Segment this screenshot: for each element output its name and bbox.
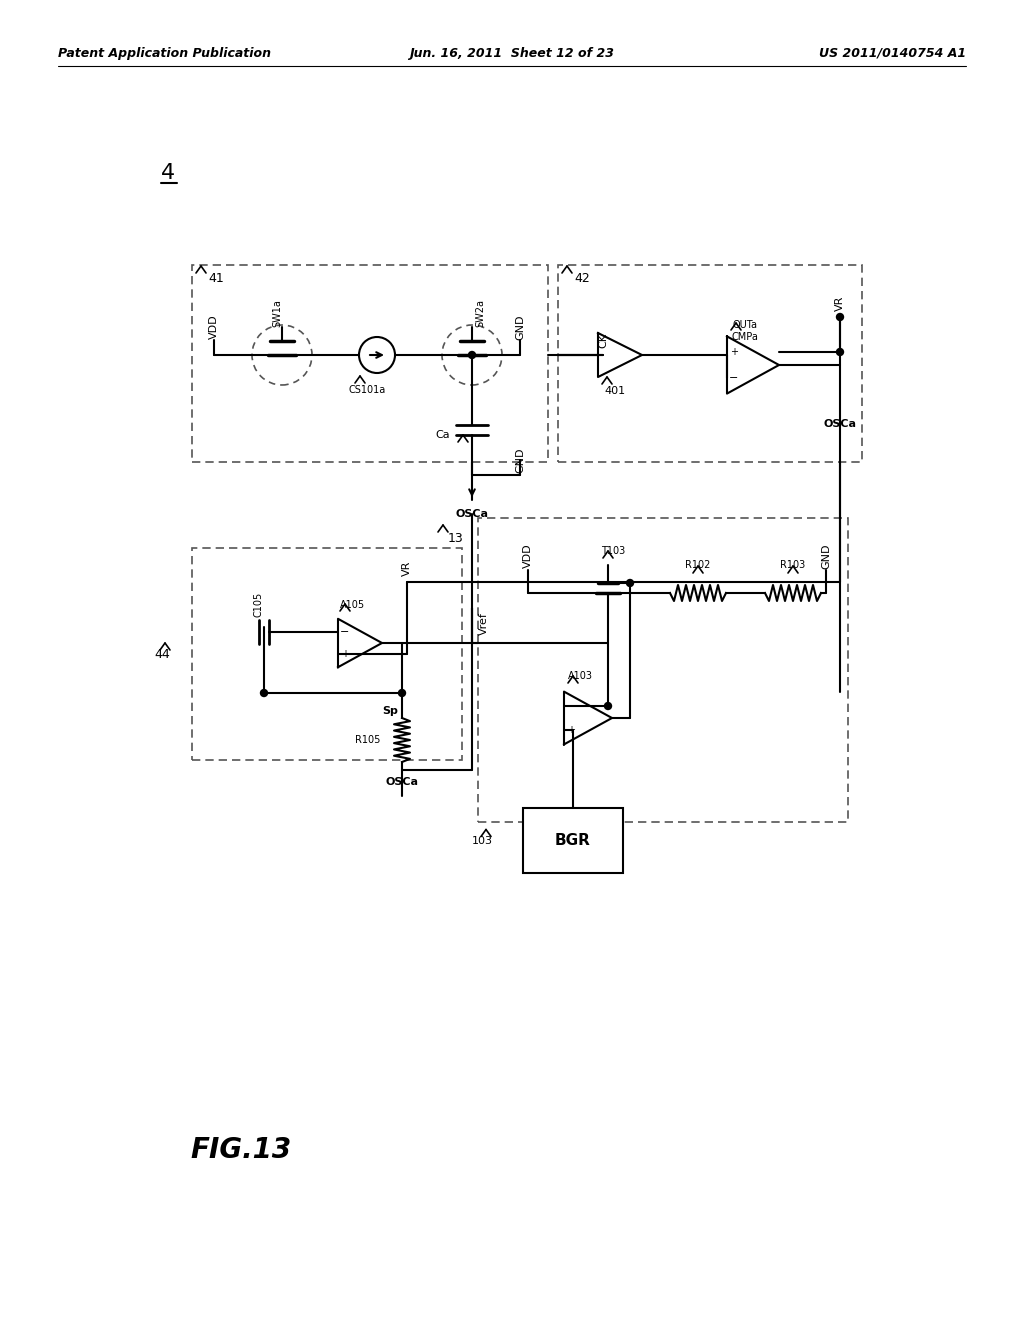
Text: VDD: VDD	[209, 314, 219, 339]
Text: OUTa: OUTa	[732, 319, 758, 330]
Text: SW2a: SW2a	[475, 300, 485, 327]
Text: C105: C105	[254, 591, 264, 616]
Text: Vref: Vref	[479, 612, 489, 635]
Text: VDD: VDD	[523, 544, 534, 569]
Text: A105: A105	[339, 601, 365, 610]
Text: 401: 401	[604, 385, 626, 396]
Circle shape	[837, 314, 844, 321]
Text: OSCa: OSCa	[456, 510, 488, 519]
Text: +: +	[730, 347, 738, 356]
Text: A103: A103	[567, 671, 593, 681]
Text: Jun. 16, 2011  Sheet 12 of 23: Jun. 16, 2011 Sheet 12 of 23	[410, 46, 614, 59]
Text: OSCa: OSCa	[823, 418, 856, 429]
Text: US 2011/0140754 A1: US 2011/0140754 A1	[819, 46, 966, 59]
Text: CK: CK	[598, 334, 608, 348]
Text: VR: VR	[402, 560, 412, 576]
Text: 4: 4	[161, 162, 175, 183]
Text: −: −	[729, 374, 738, 383]
Text: +: +	[567, 725, 575, 735]
Text: Ca: Ca	[435, 430, 450, 440]
Text: GND: GND	[821, 544, 831, 569]
Circle shape	[627, 579, 634, 586]
Text: Sp: Sp	[382, 706, 398, 715]
Text: +: +	[341, 649, 349, 659]
Text: −: −	[340, 627, 349, 638]
Text: CS101a: CS101a	[348, 385, 386, 395]
Text: 41: 41	[208, 272, 224, 285]
Text: SW1a: SW1a	[272, 300, 282, 327]
Circle shape	[469, 351, 475, 359]
Text: T103: T103	[601, 546, 625, 556]
Text: GND: GND	[515, 314, 525, 339]
Text: CMPa: CMPa	[731, 333, 759, 342]
Text: R103: R103	[780, 560, 806, 570]
Circle shape	[260, 689, 267, 697]
Text: R102: R102	[685, 560, 711, 570]
Text: OSCa: OSCa	[385, 777, 419, 787]
Text: VR: VR	[835, 296, 845, 310]
Text: GND: GND	[515, 447, 525, 473]
Text: 13: 13	[449, 532, 464, 544]
Text: −: −	[566, 701, 575, 711]
Circle shape	[604, 702, 611, 710]
Text: 42: 42	[574, 272, 590, 285]
Text: 44: 44	[155, 648, 170, 660]
Circle shape	[398, 689, 406, 697]
Text: Patent Application Publication: Patent Application Publication	[58, 46, 271, 59]
Bar	[523, 808, 623, 873]
Text: R105: R105	[354, 735, 380, 744]
Text: 103: 103	[472, 836, 493, 846]
Text: BGR: BGR	[555, 833, 591, 847]
Text: FIG.13: FIG.13	[190, 1137, 291, 1164]
Circle shape	[837, 348, 844, 355]
